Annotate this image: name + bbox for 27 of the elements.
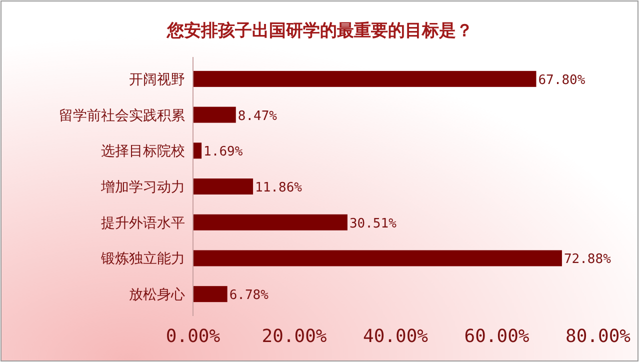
- bar: [193, 286, 228, 302]
- y-tick-label: 开阔视野: [129, 72, 185, 88]
- y-tick-label: 留学前社会实践积累: [59, 108, 185, 124]
- bar: [193, 214, 348, 230]
- bar: [193, 142, 202, 159]
- data-label: 8.47%: [238, 108, 278, 124]
- x-tick-label: 40.00%: [362, 326, 428, 347]
- y-tick-label: 锻炼独立能力: [100, 251, 185, 268]
- bar: [193, 250, 562, 266]
- data-label: 6.78%: [229, 288, 269, 304]
- x-tick-label: 80.00%: [565, 326, 631, 347]
- data-label: 1.69%: [204, 144, 243, 160]
- x-tick-label: 0.00%: [166, 326, 220, 347]
- x-tick-label: 20.00%: [262, 326, 327, 347]
- y-tick-label: 放松身心: [129, 287, 185, 304]
- bar: [193, 178, 254, 194]
- data-label: 72.88%: [564, 252, 612, 268]
- y-tick-label: 增加学习动力: [100, 180, 185, 196]
- chart-title: 您安排孩子出国研学的最重要的目标是？: [166, 21, 473, 41]
- x-tick-label: 60.00%: [464, 326, 530, 347]
- y-tick-label: 提升外语水平: [101, 215, 185, 232]
- data-label: 11.86%: [255, 180, 302, 196]
- y-tick-label: 选择目标院校: [101, 144, 185, 160]
- bar: [193, 70, 536, 87]
- data-label: 67.80%: [538, 72, 586, 88]
- bar: [193, 106, 236, 123]
- data-label: 30.51%: [349, 216, 397, 232]
